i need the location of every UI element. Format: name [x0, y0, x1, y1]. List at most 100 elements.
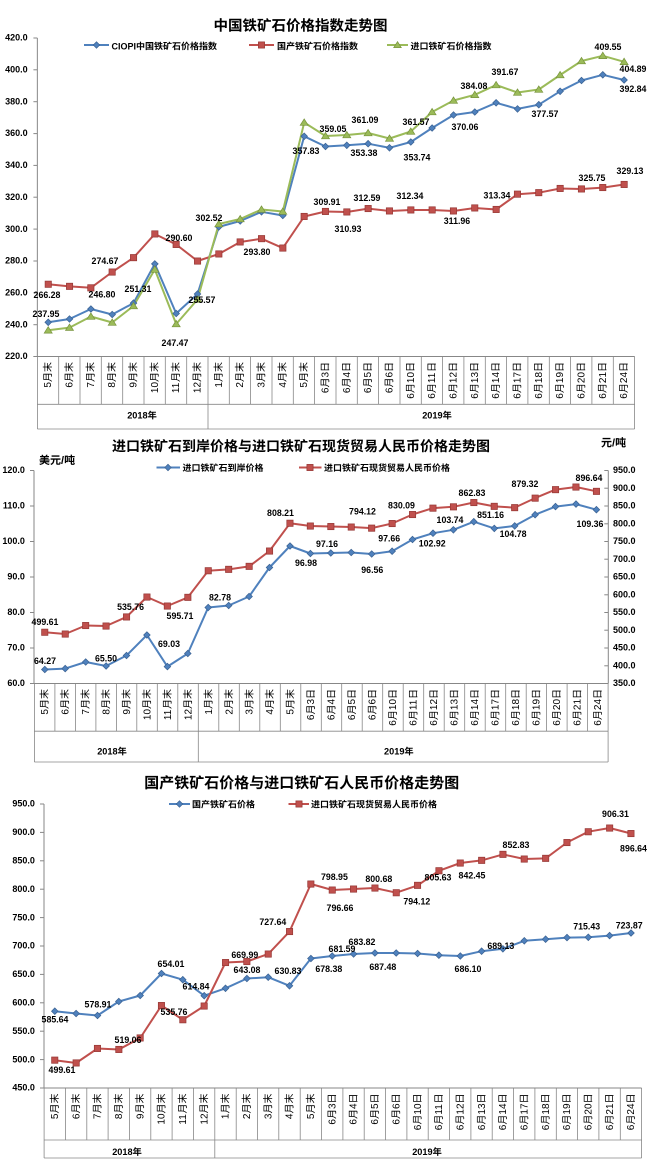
svg-text:950.0: 950.0	[613, 465, 636, 475]
svg-text:6: 6	[391, 1103, 402, 1109]
svg-text:14: 14	[498, 1103, 509, 1115]
svg-text:3: 3	[306, 699, 317, 705]
svg-text:104.78: 104.78	[500, 529, 527, 539]
svg-text:6: 6	[470, 393, 481, 399]
svg-text:6: 6	[65, 382, 76, 388]
svg-text:750.0: 750.0	[613, 536, 636, 546]
svg-text:24: 24	[593, 699, 604, 711]
svg-text:353.38: 353.38	[351, 148, 378, 158]
svg-text:17: 17	[513, 372, 524, 384]
svg-text:19: 19	[555, 372, 566, 384]
svg-text:11: 11	[171, 382, 182, 393]
svg-text:4: 4	[285, 1113, 296, 1119]
svg-text:24: 24	[619, 372, 630, 384]
svg-text:850.0: 850.0	[12, 856, 35, 866]
svg-text:700.0: 700.0	[12, 941, 35, 951]
svg-text:6: 6	[584, 1124, 595, 1130]
svg-text:6: 6	[385, 387, 396, 393]
svg-text:19: 19	[532, 699, 543, 711]
svg-text:6: 6	[532, 720, 543, 726]
svg-text:3: 3	[263, 1113, 274, 1119]
svg-text:8: 8	[114, 1113, 125, 1119]
svg-text:830.09: 830.09	[388, 501, 415, 511]
svg-text:578.91: 578.91	[85, 1000, 112, 1010]
svg-text:237.95: 237.95	[33, 309, 60, 319]
svg-text:7: 7	[86, 382, 97, 388]
svg-text:681.59: 681.59	[329, 944, 356, 954]
svg-text:70.0: 70.0	[7, 643, 25, 653]
svg-text:3: 3	[327, 1103, 338, 1109]
svg-text:110.0: 110.0	[3, 501, 25, 511]
svg-text:266.28: 266.28	[34, 290, 61, 300]
svg-text:6: 6	[534, 393, 545, 399]
svg-text:5: 5	[50, 1113, 61, 1119]
svg-text:5: 5	[286, 709, 297, 715]
svg-text:64.27: 64.27	[34, 656, 56, 666]
svg-text:6: 6	[552, 720, 563, 726]
svg-text:879.32: 879.32	[512, 479, 539, 489]
svg-text:6: 6	[511, 720, 522, 726]
svg-text:6: 6	[626, 1124, 637, 1130]
svg-text:1: 1	[221, 1113, 232, 1119]
svg-text:329.13: 329.13	[617, 166, 644, 176]
svg-text:2018: 2018	[97, 747, 117, 757]
svg-text:312.59: 312.59	[354, 193, 381, 203]
svg-text:535.76: 535.76	[117, 602, 144, 612]
svg-text:4: 4	[327, 699, 338, 705]
svg-text:251.31: 251.31	[125, 284, 152, 294]
svg-text:1: 1	[204, 709, 215, 715]
svg-text:800.68: 800.68	[365, 874, 392, 884]
svg-text:5: 5	[306, 1113, 317, 1119]
svg-text:896.64: 896.64	[576, 473, 603, 483]
svg-text:535.76: 535.76	[161, 1007, 188, 1017]
svg-text:311.96: 311.96	[444, 216, 471, 226]
svg-text:794.12: 794.12	[349, 507, 376, 517]
svg-text:12: 12	[199, 1113, 210, 1125]
svg-text:2: 2	[235, 382, 246, 388]
svg-text:102.92: 102.92	[419, 539, 446, 549]
svg-text:7: 7	[81, 709, 92, 715]
svg-text:20: 20	[552, 699, 563, 711]
svg-text:220.0: 220.0	[5, 351, 28, 361]
svg-text:4: 4	[278, 382, 289, 388]
svg-text:5: 5	[370, 1103, 381, 1109]
svg-text:359.05: 359.05	[320, 124, 347, 134]
svg-text:500.0: 500.0	[12, 1054, 35, 1064]
svg-text:6: 6	[327, 714, 338, 720]
svg-text:13: 13	[477, 1103, 488, 1115]
svg-text:274.67: 274.67	[92, 256, 119, 266]
svg-text:6: 6	[370, 1119, 381, 1125]
svg-text:24: 24	[626, 1103, 637, 1115]
svg-text:377.57: 377.57	[532, 109, 559, 119]
svg-text:5: 5	[299, 382, 310, 388]
svg-text:896.64: 896.64	[620, 843, 647, 853]
svg-text:6: 6	[513, 393, 524, 399]
svg-text:80.0: 80.0	[7, 607, 25, 617]
svg-text:6: 6	[427, 393, 438, 399]
svg-text:808.21: 808.21	[267, 508, 294, 518]
svg-text:360.0: 360.0	[5, 128, 28, 138]
svg-text:842.45: 842.45	[459, 871, 486, 881]
svg-text:14: 14	[470, 699, 481, 711]
svg-text:21: 21	[605, 1103, 616, 1115]
svg-text:750.0: 750.0	[12, 912, 35, 922]
svg-text:715.43: 715.43	[573, 922, 600, 932]
svg-text:950.0: 950.0	[12, 799, 35, 809]
svg-text:14: 14	[491, 372, 502, 384]
svg-text:4: 4	[265, 709, 276, 715]
svg-text:5: 5	[347, 699, 358, 705]
svg-text:11: 11	[409, 699, 420, 710]
svg-text:247.47: 247.47	[162, 338, 189, 348]
svg-text:11: 11	[178, 1114, 189, 1125]
svg-text:361.09: 361.09	[352, 115, 379, 125]
svg-text:90.0: 90.0	[7, 572, 25, 582]
svg-text:340.0: 340.0	[5, 160, 28, 170]
svg-text:6: 6	[598, 393, 609, 399]
svg-text:6: 6	[327, 1119, 338, 1125]
svg-text:727.64: 727.64	[259, 917, 286, 927]
svg-text:6: 6	[498, 1124, 509, 1130]
svg-text:260.0: 260.0	[5, 288, 28, 298]
svg-text:293.80: 293.80	[244, 247, 271, 257]
svg-text:900.0: 900.0	[613, 483, 636, 493]
svg-text:240.0: 240.0	[5, 319, 28, 329]
